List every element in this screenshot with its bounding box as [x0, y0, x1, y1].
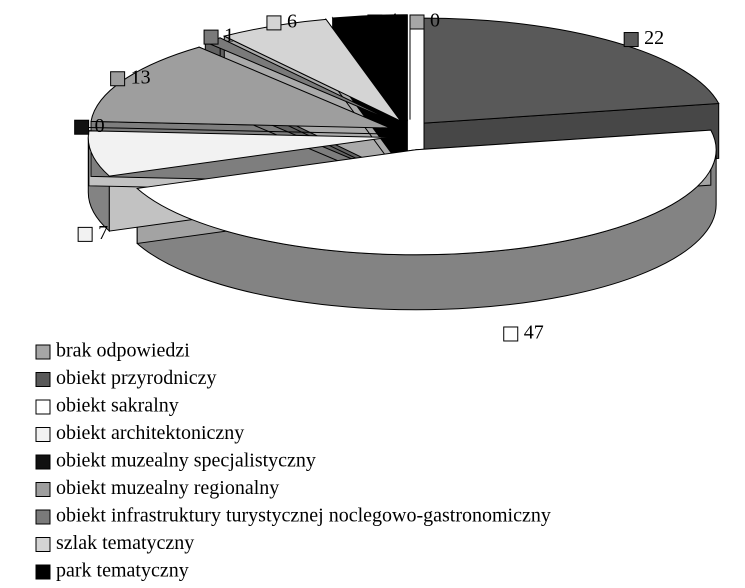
legend-swatch	[35, 564, 51, 580]
legend-swatch	[35, 454, 51, 470]
data-label: 6	[287, 10, 297, 32]
legend-label: obiekt muzealny specjalistyczny	[56, 450, 316, 472]
data-label: 4	[388, 10, 398, 32]
legend-swatch	[35, 509, 51, 525]
pie-slice	[136, 129, 717, 256]
data-label: 47	[524, 322, 544, 344]
label-swatch	[623, 32, 639, 48]
data-label: 22	[644, 27, 664, 49]
legend-label: obiekt przyrodniczy	[56, 367, 217, 389]
pie-slice	[423, 17, 720, 124]
data-label: 7	[98, 222, 108, 244]
label-swatch	[503, 326, 519, 342]
label-swatch	[266, 15, 282, 31]
data-label: 13	[131, 66, 151, 88]
label-swatch	[77, 226, 93, 242]
label-swatch	[74, 119, 90, 135]
data-label: 0	[95, 115, 105, 137]
legend-label: obiekt infrastruktury turystycznej nocle…	[56, 505, 551, 527]
legend-swatch	[35, 427, 51, 442]
legend-swatch	[35, 482, 51, 497]
legend-label: brak odpowiedzi	[56, 340, 190, 362]
label-swatch	[110, 71, 126, 87]
label-swatch	[409, 14, 425, 30]
legend-label: obiekt muzealny regionalny	[56, 477, 279, 499]
data-label: 0	[430, 10, 440, 32]
data-label: 1	[224, 25, 234, 47]
legend-swatch	[35, 537, 51, 552]
legend-label: park tematyczny	[56, 560, 189, 582]
legend-swatch	[35, 344, 51, 360]
label-swatch	[367, 14, 383, 30]
legend-label: obiekt architektoniczny	[56, 422, 244, 444]
legend-swatch	[35, 372, 51, 387]
legend-label: obiekt sakralny	[56, 395, 179, 417]
label-swatch	[203, 29, 219, 45]
legend-swatch	[35, 399, 51, 415]
legend-label: szlak tematyczny	[56, 532, 194, 554]
